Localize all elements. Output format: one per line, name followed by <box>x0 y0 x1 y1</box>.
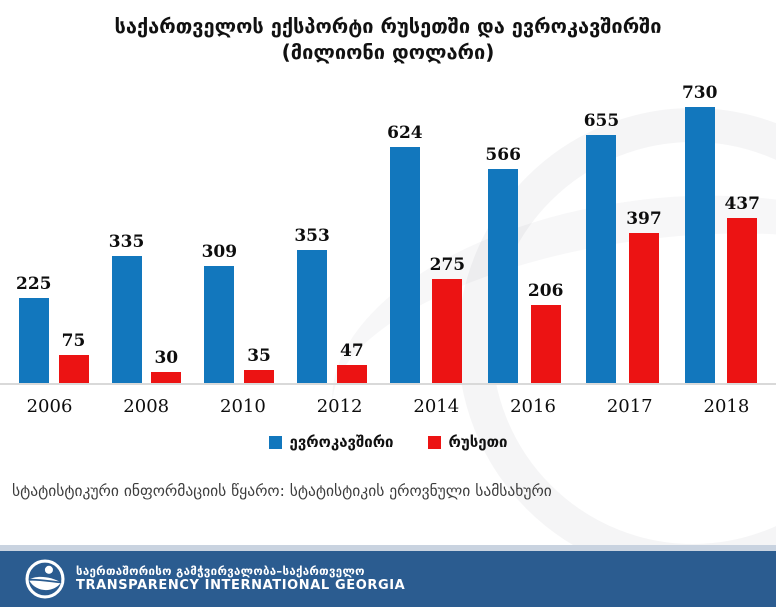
bar-value-label-eu-2018: 730 <box>681 83 718 103</box>
footer: საერთაშორისო გამჭვირვალობა–საქართველო TR… <box>0 545 776 607</box>
bar-col-russia-2010: 35 <box>244 346 275 383</box>
bar-group-2006: 225 75 <box>16 274 89 383</box>
bar-value-label-russia-2008: 30 <box>154 348 179 368</box>
legend-label-russia: რუსეთი <box>448 433 508 451</box>
bar-value-label-eu-2008: 335 <box>108 232 145 252</box>
year-row: 2006 2008 2010 2012 2014 2016 2017 2018 <box>16 385 760 417</box>
bar-col-eu-2012: 353 <box>294 226 330 383</box>
chart-subtitle: (მილიონი დოლარი) <box>281 40 495 64</box>
bar-russia-2014 <box>432 279 463 383</box>
bar-col-russia-2014: 275 <box>429 255 466 383</box>
bar-eu-2010 <box>204 266 235 383</box>
bar-value-label-russia-2012: 47 <box>340 341 364 361</box>
bar-eu-2017 <box>586 135 617 383</box>
bar-value-label-eu-2016: 566 <box>485 145 521 165</box>
bar-value-label-russia-2017: 397 <box>626 209 662 229</box>
bar-value-label-eu-2010: 309 <box>201 242 238 262</box>
chart-title: საქართველოს ექსპორტი რუსეთში და ევროკავშ… <box>114 14 662 38</box>
bar-col-russia-2008: 30 <box>151 348 182 383</box>
bar-col-eu-2010: 309 <box>201 242 238 383</box>
bar-group-2010: 309 35 <box>202 242 275 383</box>
bar-group-2008: 335 30 <box>109 232 182 383</box>
footer-text: საერთაშორისო გამჭვირვალობა–საქართველო TR… <box>76 564 405 595</box>
bar-col-russia-2012: 47 <box>336 341 367 383</box>
bar-group-2014: 624 275 <box>387 123 465 383</box>
bar-group-2017: 655 397 <box>584 111 662 383</box>
source-note: სტატისტიკური ინფორმაციის წყარო: სტატისტი… <box>12 482 552 500</box>
bar-eu-2016 <box>488 169 519 383</box>
bar-value-label-russia-2016: 206 <box>527 281 564 301</box>
bar-russia-2008 <box>151 372 182 383</box>
bar-eu-2014 <box>389 147 420 383</box>
chart-area: 225 75 335 30 309 35 353 47 624 275 566 206 655 397 73… <box>0 77 776 451</box>
year-label-2016: 2016 <box>510 396 556 417</box>
bar-col-eu-2006: 225 <box>16 274 52 383</box>
bar-col-russia-2006: 75 <box>58 331 89 383</box>
title-block: საქართველოს ექსპორტი რუსეთში და ევროკავშ… <box>0 0 776 65</box>
bar-russia-2018 <box>727 218 758 383</box>
bar-group-2018: 730 437 <box>682 83 760 383</box>
bar-value-label-eu-2017: 655 <box>583 111 620 131</box>
bar-value-label-russia-2018: 437 <box>724 194 760 214</box>
legend-swatch-eu <box>268 435 282 449</box>
bar-russia-2006 <box>58 355 89 383</box>
legend-item-russia: რუსეთი <box>427 433 508 451</box>
year-label-2006: 2006 <box>26 396 73 417</box>
footer-stripe <box>0 545 776 551</box>
bar-russia-2010 <box>244 370 275 383</box>
bar-eu-2018 <box>684 107 715 383</box>
year-label-2010: 2010 <box>220 396 266 417</box>
bar-col-russia-2016: 206 <box>527 281 564 383</box>
legend: ევროკავშირი რუსეთი <box>16 433 760 451</box>
bar-groups: 225 75 335 30 309 35 353 47 624 275 566 206 655 397 73… <box>16 77 760 383</box>
legend-swatch-russia <box>427 435 441 449</box>
year-label-2012: 2012 <box>316 396 363 417</box>
bar-col-eu-2008: 335 <box>108 232 145 383</box>
bar-col-eu-2017: 655 <box>583 111 620 383</box>
transparency-international-logo-icon <box>25 559 65 599</box>
year-label-2014: 2014 <box>413 396 460 417</box>
legend-label-eu: ევროკავშირი <box>289 433 394 451</box>
bar-col-russia-2018: 437 <box>724 194 760 383</box>
bar-value-label-eu-2014: 624 <box>387 123 423 143</box>
bar-value-label-russia-2010: 35 <box>247 346 271 366</box>
bar-group-2012: 353 47 <box>294 226 367 383</box>
bar-group-2016: 566 206 <box>485 145 563 383</box>
bar-col-russia-2017: 397 <box>626 209 662 383</box>
bar-russia-2017 <box>628 233 659 383</box>
footer-org-name-english: TRANSPARENCY INTERNATIONAL GEORGIA <box>76 578 406 594</box>
legend-item-eu: ევროკავშირი <box>268 433 394 451</box>
bar-value-label-russia-2014: 275 <box>429 255 466 275</box>
year-label-2018: 2018 <box>703 396 750 417</box>
x-axis-line <box>0 383 776 385</box>
bar-russia-2016 <box>530 305 561 383</box>
bar-eu-2008 <box>111 256 142 383</box>
bar-russia-2012 <box>336 365 367 383</box>
bar-value-label-russia-2006: 75 <box>61 331 86 351</box>
footer-main: საერთაშორისო გამჭვირვალობა–საქართველო TR… <box>0 551 776 607</box>
bar-col-eu-2018: 730 <box>681 83 718 383</box>
bar-col-eu-2016: 566 <box>485 145 521 383</box>
year-label-2017: 2017 <box>606 396 653 417</box>
year-label-2008: 2008 <box>123 396 170 417</box>
bar-value-label-eu-2012: 353 <box>294 226 330 246</box>
bar-eu-2006 <box>18 298 49 383</box>
bar-eu-2012 <box>297 250 328 383</box>
bar-value-label-eu-2006: 225 <box>16 274 52 294</box>
bar-col-eu-2014: 624 <box>387 123 423 383</box>
footer-org-name-georgian: საერთაშორისო გამჭვირვალობა–საქართველო <box>76 563 365 578</box>
